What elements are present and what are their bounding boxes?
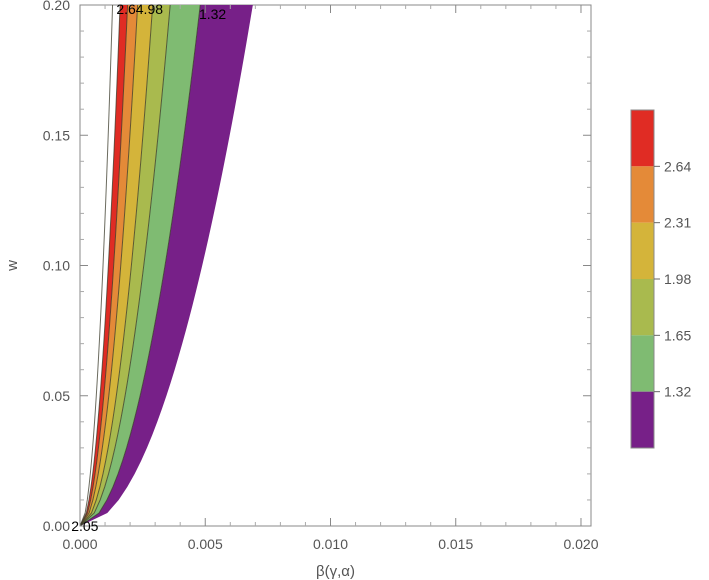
legend-label: 1.65 — [664, 327, 691, 343]
contour-band — [80, 5, 138, 526]
legend-swatch — [631, 391, 654, 448]
y-tick-label: 0.10 — [43, 258, 70, 274]
legend-label: 2.31 — [664, 215, 691, 231]
contour-label: 2.64.98 — [116, 1, 163, 17]
legend-label: 1.98 — [664, 271, 691, 287]
contour-line — [79, 4, 121, 527]
contour-line — [79, 4, 201, 527]
contour-line — [79, 4, 171, 527]
legend-swatch — [631, 335, 654, 392]
legend-swatch — [631, 166, 654, 223]
contour-band — [80, 5, 153, 526]
contour-line — [79, 4, 129, 527]
legend-swatch — [631, 222, 654, 279]
contour-label: 2.05 — [71, 518, 98, 534]
x-tick-label: 0.020 — [563, 536, 598, 552]
contour-line — [79, 4, 154, 527]
x-tick-label: 0.010 — [313, 536, 348, 552]
contour-band — [80, 5, 171, 526]
legend-label: 2.64 — [664, 158, 691, 174]
contour-line — [79, 4, 114, 527]
y-tick-label: 0.15 — [43, 127, 70, 143]
y-tick-label: 0.05 — [43, 388, 70, 404]
legend-swatch — [631, 110, 654, 167]
x-tick-label: 0.005 — [188, 536, 223, 552]
axis-ticks: 0.000 0.005 0.010 0.015 0.020 0.00 0.05 0.10 0.1… — [43, 0, 599, 552]
contour-labels: 2.64.98 1.32 2.05 — [71, 1, 226, 534]
y-tick-label: 0.00 — [43, 518, 70, 534]
contour-label: 1.32 — [199, 6, 226, 22]
legend: 2.64 2.31 1.98 1.65 1.32 — [630, 109, 691, 449]
contour-band — [80, 5, 128, 526]
contour-line — [79, 4, 139, 527]
contour-lines — [79, 4, 201, 527]
contour-band — [80, 5, 201, 526]
x-tick-label: 0.015 — [438, 536, 473, 552]
y-axis-title: w — [4, 260, 21, 272]
contour-bands — [80, 5, 253, 526]
legend-label: 1.32 — [664, 384, 691, 400]
x-axis-title: β(γ,α) — [316, 563, 355, 580]
contour-band — [80, 5, 253, 526]
x-tick-label: 0.000 — [62, 536, 97, 552]
y-tick-label: 0.20 — [43, 0, 70, 13]
legend-swatch — [631, 279, 654, 336]
